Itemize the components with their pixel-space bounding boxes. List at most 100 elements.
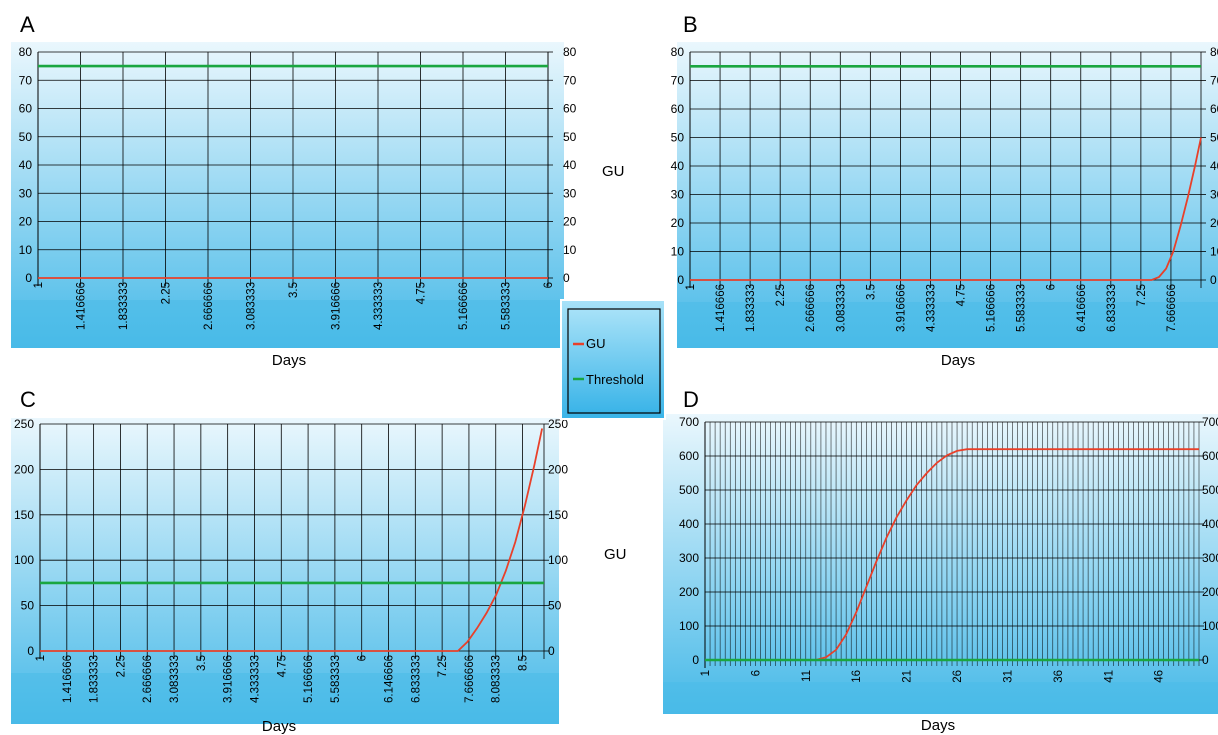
series-line-gu <box>690 137 1202 281</box>
right-axis-tick-label: 80 <box>1210 45 1218 59</box>
x-tick-label: 21 <box>902 670 914 683</box>
y-tick-label: 0 <box>677 273 684 287</box>
x-tick-label: 6.833333 <box>410 655 422 703</box>
x-tick-label: 3.916666 <box>895 284 907 332</box>
y-tick-label: 0 <box>692 653 699 667</box>
y-tick-label: 40 <box>671 159 685 173</box>
x-tick-label: 6.833333 <box>1106 284 1118 332</box>
y-tick-label: 80 <box>671 45 685 59</box>
y-tick-label: 60 <box>671 102 685 116</box>
x-tick-label: 2.25 <box>115 655 127 677</box>
x-tick-label: 11 <box>801 670 813 682</box>
x-tick-label: 3.083333 <box>835 284 847 332</box>
x-tick-label: 4.75 <box>956 284 968 306</box>
y-tick-label: 200 <box>679 585 699 599</box>
x-tick-label: 5.583333 <box>501 282 513 330</box>
panel-letter: B <box>683 12 698 37</box>
panel-letter: A <box>20 12 35 37</box>
legend-label-threshold: Threshold <box>586 372 644 387</box>
x-tick-label: 1 <box>700 670 712 676</box>
x-tick-label: 7.666666 <box>464 655 476 703</box>
right-axis-tick-label: 40 <box>563 158 577 172</box>
y-tick-label: 600 <box>679 449 699 463</box>
right-axis-tick-label: 50 <box>548 599 562 613</box>
x-tick-label: 4.333333 <box>249 655 261 703</box>
chart-panel-d: D 0 0 100 100 200 200 300 300 400 400 500 500 600 600 7… <box>663 387 1218 734</box>
plot-bottom-band <box>11 300 564 348</box>
chart-panel-a: A 0 0 10 10 20 20 30 30 40 40 50 50 60 60 70 70 80 80 1 1.41… <box>11 12 577 369</box>
series-line-gu <box>705 448 1199 661</box>
chart-panel-b: B 0 0 10 10 20 20 30 30 40 40 50 50 60 60 70 70 80 80 1 1.41… <box>671 12 1218 369</box>
x-tick-label: 41 <box>1103 670 1115 683</box>
y-tick-label: 50 <box>19 130 33 144</box>
x-tick-label: 6.416666 <box>1076 284 1088 332</box>
x-axis-label: Days <box>262 718 296 735</box>
x-tick-label: 3.083333 <box>169 655 181 703</box>
x-tick-label: 1 <box>35 655 47 661</box>
y-tick-label: 300 <box>679 551 699 565</box>
y-tick-label: 40 <box>19 158 33 172</box>
x-tick-label: 16 <box>851 670 863 683</box>
y-tick-label: 0 <box>27 644 34 658</box>
y-tick-label: 80 <box>19 45 33 59</box>
right-axis-tick-label: 300 <box>1202 551 1218 565</box>
plot-bottom-band <box>677 302 1218 348</box>
x-tick-label: 2.666666 <box>142 655 154 703</box>
x-tick-label: 1.416666 <box>715 284 727 332</box>
x-tick-label: 2.666666 <box>805 284 817 332</box>
x-tick-label: 6.146666 <box>384 655 396 703</box>
x-tick-label: 1.833333 <box>745 284 757 332</box>
legend-inner-box <box>567 308 661 414</box>
x-tick-label: 3.5 <box>288 282 300 298</box>
x-axis-label: Days <box>272 352 306 369</box>
y-tick-label: 70 <box>671 74 685 88</box>
x-tick-label: 1.833333 <box>89 655 101 703</box>
right-axis-tick-label: 70 <box>563 73 577 87</box>
right-axis-tick-label: 200 <box>548 462 568 476</box>
series-line-gu <box>40 428 543 652</box>
x-tick-label: 46 <box>1154 670 1166 683</box>
right-axis-tick-label: 50 <box>563 130 577 144</box>
y-tick-label: 70 <box>19 73 33 87</box>
x-tick-label: 1 <box>33 282 45 288</box>
right-axis-tick-label: 20 <box>1210 216 1218 230</box>
x-tick-label: 4.75 <box>416 282 428 304</box>
right-axis-tick-label: 100 <box>1202 619 1218 633</box>
right-axis-tick-label: 10 <box>563 243 577 257</box>
x-tick-label: 6 <box>357 655 369 661</box>
legend-label-gu: GU <box>586 336 606 351</box>
x-tick-label: 5.166666 <box>458 282 470 330</box>
x-axis-label: Days <box>921 717 955 734</box>
right-axis-tick-label: 0 <box>563 271 570 285</box>
x-tick-label: 1 <box>685 284 697 290</box>
y-tick-label: 150 <box>14 508 34 522</box>
right-axis-tick-label: 600 <box>1202 449 1218 463</box>
x-tick-label: 2.666666 <box>203 282 215 330</box>
x-tick-label: 3.083333 <box>246 282 258 330</box>
y-tick-label: 30 <box>19 186 33 200</box>
right-axis-tick-label: 10 <box>1210 245 1218 259</box>
plot-background <box>663 414 1218 714</box>
x-tick-label: 2.25 <box>161 282 173 304</box>
x-tick-label: 5.166666 <box>986 284 998 332</box>
x-axis-label: Days <box>941 352 975 369</box>
right-axis-tick-label: 20 <box>563 215 577 229</box>
x-tick-label: 5.583333 <box>1016 284 1028 332</box>
x-tick-label: 2.25 <box>775 284 787 306</box>
y-tick-label: 400 <box>679 517 699 531</box>
right-axis-tick-label: 0 <box>1202 653 1209 667</box>
plot-bottom-band <box>663 682 1218 714</box>
x-tick-label: 3.5 <box>196 655 208 671</box>
x-tick-label: 6 <box>1046 284 1058 290</box>
right-axis-tick-label: 100 <box>548 553 568 567</box>
plot-background <box>11 42 564 348</box>
y-tick-label: 500 <box>679 483 699 497</box>
panel-letter: C <box>20 387 36 412</box>
x-tick-label: 3.5 <box>865 284 877 300</box>
y-tick-label: 200 <box>14 462 34 476</box>
x-tick-label: 4.333333 <box>373 282 385 330</box>
x-tick-label: 8.083333 <box>491 655 503 703</box>
right-axis-tick-label: 200 <box>1202 585 1218 599</box>
right-axis-tick-label: 50 <box>1210 131 1218 145</box>
right-axis-tick-label: 500 <box>1202 483 1218 497</box>
